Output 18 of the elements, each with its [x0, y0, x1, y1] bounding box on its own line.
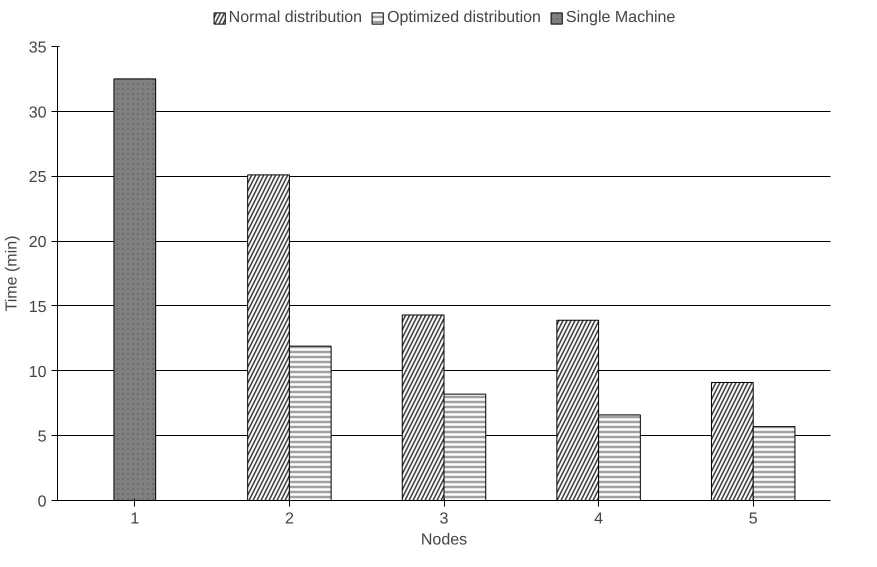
y-tick-label: 35: [28, 40, 47, 56]
y-axis-title: Time (min): [4, 236, 21, 312]
y-tick-label: 20: [28, 234, 47, 252]
x-tick-label: 3: [440, 510, 449, 528]
y-tick-label: 30: [28, 104, 47, 122]
y-tick-label: 15: [28, 298, 47, 316]
y-tick-label: 10: [28, 364, 47, 381]
y-tick-label: 25: [28, 169, 47, 186]
x-tick-label: 2: [284, 510, 294, 528]
legend-label: Optimized distribution: [387, 9, 541, 27]
x-axis-title: Nodes: [420, 532, 468, 548]
x-tick-label: 4: [594, 510, 604, 528]
y-tick-label: 5: [38, 428, 47, 446]
x-tick-label: 1: [130, 510, 140, 528]
y-tick-label: 0: [38, 494, 47, 510]
x-tick-label: 5: [748, 510, 758, 528]
legend-label: Normal distribution: [228, 9, 362, 27]
legend-label: Single Machine: [566, 9, 676, 27]
